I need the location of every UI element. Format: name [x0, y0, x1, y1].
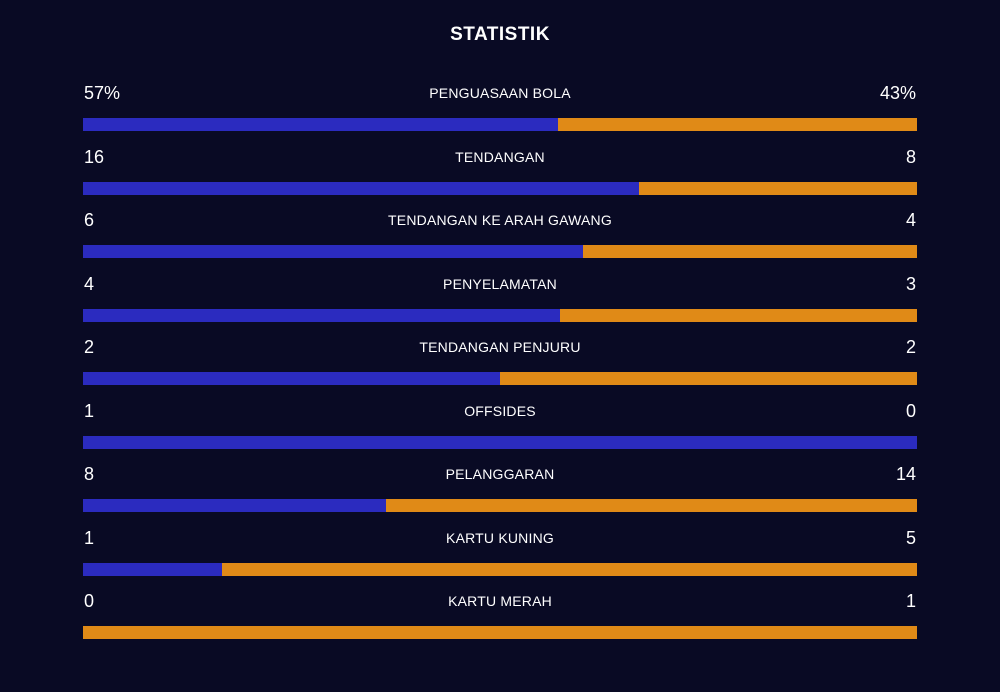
- home-value: 2: [84, 337, 95, 357]
- stat-header: 8 PELANGGARAN 14: [83, 461, 917, 487]
- stat-row-shots: 16 TENDANGAN 8: [83, 144, 917, 208]
- comparison-bar: [83, 562, 917, 576]
- away-value: 8: [905, 146, 916, 167]
- stat-label: OFFSIDES: [464, 402, 536, 419]
- away-bar-fill: [583, 245, 917, 258]
- home-value: 4: [84, 273, 95, 294]
- comparison-bar: [83, 181, 917, 195]
- home-value: 16: [84, 146, 105, 167]
- home-value: 1: [84, 400, 95, 421]
- home-bar-fill: [83, 562, 222, 576]
- away-bar-fill: [638, 181, 917, 195]
- stat-label: KARTU KUNING: [446, 529, 554, 546]
- stat-row-shots-on-target: 6 TENDANGAN KE ARAH GAWANG 4: [83, 207, 917, 271]
- home-bar-fill: [83, 181, 639, 195]
- away-value: 2: [905, 337, 916, 357]
- comparison-bar: [83, 499, 917, 512]
- away-value: 14: [895, 464, 916, 484]
- comparison-bar: [83, 308, 917, 322]
- away-bar-fill: [500, 372, 917, 385]
- stat-label: KARTU MERAH: [448, 593, 552, 609]
- stat-header: 57% PENGUASAAN BOLA 43%: [83, 80, 917, 106]
- stat-header: 1 OFFSIDES 0: [83, 398, 917, 424]
- comparison-bar: [83, 245, 917, 258]
- away-bar-fill: [221, 562, 917, 576]
- stat-header: 6 TENDANGAN KE ARAH GAWANG 4: [83, 207, 917, 233]
- away-value: 3: [905, 273, 916, 294]
- home-value: 6: [84, 210, 95, 230]
- home-bar-fill: [83, 308, 560, 322]
- stat-header: 4 PENYELAMATAN 3: [83, 271, 917, 297]
- stat-header: 16 TENDANGAN 8: [83, 144, 917, 170]
- stat-header: 0 KARTU MERAH 1: [83, 588, 917, 614]
- stat-label: PENGUASAAN BOLA: [429, 85, 571, 101]
- stat-header: 2 TENDANGAN PENJURU 2: [83, 334, 917, 360]
- stat-row-offsides: 1 OFFSIDES 0: [83, 398, 917, 462]
- home-bar-fill: [83, 245, 584, 258]
- stat-label: PELANGGARAN: [445, 466, 555, 482]
- home-value: 8: [84, 464, 95, 484]
- stat-row-possession: 57% PENGUASAAN BOLA 43%: [83, 80, 917, 144]
- away-bar-fill: [559, 308, 917, 322]
- away-bar-fill: [558, 118, 917, 131]
- home-bar-fill: [83, 118, 559, 131]
- stat-label: TENDANGAN PENJURU: [419, 339, 581, 355]
- comparison-bar: [83, 372, 917, 385]
- home-bar-fill: [83, 435, 917, 449]
- away-value: 4: [905, 210, 916, 230]
- away-bar-fill: [386, 499, 917, 512]
- stat-row-yellow-cards: 1 KARTU KUNING 5: [83, 525, 917, 589]
- comparison-bar: [83, 626, 917, 639]
- away-value: 1: [905, 591, 916, 611]
- stat-row-corners: 2 TENDANGAN PENJURU 2: [83, 334, 917, 398]
- stat-header: 1 KARTU KUNING 5: [83, 525, 917, 551]
- away-value: 5: [905, 527, 916, 548]
- away-bar-fill: [83, 626, 917, 639]
- comparison-bar: [83, 118, 917, 131]
- home-value: 0: [84, 591, 95, 611]
- stats-list: 57% PENGUASAAN BOLA 43% 16 TENDANGAN 8 6…: [83, 80, 917, 652]
- home-value: 1: [84, 527, 95, 548]
- stat-label: PENYELAMATAN: [443, 275, 557, 292]
- stat-row-red-cards: 0 KARTU MERAH 1: [83, 588, 917, 652]
- home-bar-fill: [83, 372, 500, 385]
- home-bar-fill: [83, 499, 387, 512]
- stats-title: STATISTIK: [450, 24, 550, 45]
- stat-row-saves: 4 PENYELAMATAN 3: [83, 271, 917, 335]
- stat-row-fouls: 8 PELANGGARAN 14: [83, 461, 917, 525]
- home-value: 57%: [84, 83, 121, 103]
- stat-label: TENDANGAN KE ARAH GAWANG: [388, 212, 612, 228]
- comparison-bar: [83, 435, 917, 449]
- stat-label: TENDANGAN: [455, 148, 545, 165]
- away-value: 0: [905, 400, 916, 421]
- away-value: 43%: [879, 83, 916, 103]
